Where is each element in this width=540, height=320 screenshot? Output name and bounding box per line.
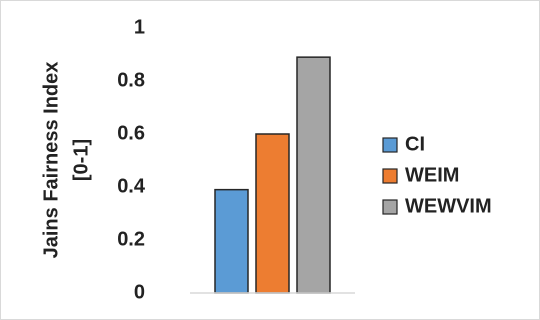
legend-label: WEWVIM	[405, 195, 492, 217]
legend-label: WEIM	[405, 164, 459, 186]
y-tick-label: 0.4	[117, 175, 146, 197]
legend-label: CI	[405, 133, 425, 155]
y-tick-label: 1	[134, 16, 145, 38]
bar	[296, 56, 331, 294]
y-tick-label: 0	[134, 281, 145, 303]
bar	[255, 133, 290, 294]
y-tick-label: 0.8	[117, 69, 145, 91]
y-axis-label: [0-1]	[70, 139, 92, 181]
legend-swatch	[382, 199, 398, 215]
bar	[214, 188, 249, 294]
y-axis-label: Jains Fairness Index	[40, 62, 62, 259]
legend-swatch	[382, 168, 398, 184]
y-tick-label: 0.6	[117, 122, 145, 144]
y-tick-label: 0.2	[117, 228, 145, 250]
legend-swatch	[382, 137, 398, 153]
